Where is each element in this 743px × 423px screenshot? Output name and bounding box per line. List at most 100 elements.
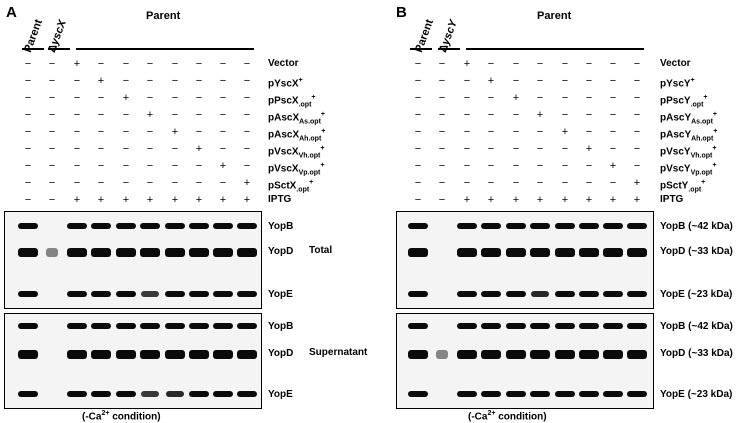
minus-symbol: − [122, 143, 130, 155]
minus-symbol: − [97, 177, 105, 189]
band-label: YopB (~42 kDa) [660, 321, 733, 332]
minus-symbol: − [512, 75, 520, 87]
minus-symbol: − [97, 58, 105, 70]
band-label: YopD [268, 246, 294, 257]
protein-band [627, 391, 647, 397]
protein-band [213, 391, 233, 397]
protein-band [579, 291, 599, 297]
minus-symbol: − [219, 92, 227, 104]
protein-band [18, 223, 38, 229]
minus-symbol: − [438, 109, 446, 121]
minus-symbol: − [48, 58, 56, 70]
minus-symbol: − [561, 143, 569, 155]
band-label: YopE (~23 kDa) [660, 389, 733, 400]
minus-symbol: − [146, 75, 154, 87]
minus-symbol: − [24, 92, 32, 104]
minus-symbol: − [243, 109, 251, 121]
protein-band [141, 291, 159, 297]
protein-band [530, 350, 550, 359]
minus-symbol: − [536, 75, 544, 87]
minus-symbol: − [463, 160, 471, 172]
protein-band [18, 291, 38, 297]
minus-symbol: − [633, 126, 641, 138]
protein-band [506, 248, 526, 257]
protein-band [408, 323, 428, 329]
treatment-label: pAscXAs.opt+ [268, 111, 325, 126]
protein-band [481, 291, 501, 297]
protein-band [408, 248, 428, 257]
minus-symbol: − [48, 109, 56, 121]
minus-symbol: − [512, 177, 520, 189]
protein-band [213, 223, 233, 229]
minus-symbol: − [609, 126, 617, 138]
protein-band [506, 391, 526, 397]
minus-symbol: − [97, 92, 105, 104]
minus-symbol: − [171, 160, 179, 172]
protein-band [165, 391, 185, 397]
minus-symbol: − [585, 92, 593, 104]
minus-symbol: − [585, 126, 593, 138]
band-label: YopE [268, 389, 293, 400]
minus-symbol: − [414, 75, 422, 87]
minus-symbol: − [243, 126, 251, 138]
protein-band [530, 391, 550, 397]
minus-symbol: − [146, 177, 154, 189]
minus-symbol: − [195, 126, 203, 138]
minus-symbol: − [219, 143, 227, 155]
minus-symbol: − [219, 58, 227, 70]
protein-band [579, 248, 599, 257]
protein-band [67, 223, 87, 229]
protein-band [555, 248, 575, 257]
protein-band [457, 223, 477, 229]
minus-symbol: − [438, 58, 446, 70]
minus-symbol: − [585, 160, 593, 172]
minus-symbol: − [24, 75, 32, 87]
minus-symbol: − [97, 143, 105, 155]
minus-symbol: − [146, 58, 154, 70]
minus-symbol: − [24, 58, 32, 70]
treatment-label: pYscY+ [660, 77, 695, 90]
minus-symbol: − [561, 109, 569, 121]
minus-symbol: − [48, 177, 56, 189]
minus-symbol: − [73, 177, 81, 189]
plus-symbol: + [536, 194, 544, 206]
minus-symbol: − [24, 194, 32, 206]
protein-band [237, 391, 257, 397]
minus-symbol: − [171, 75, 179, 87]
lane-header-parent-group: Parent [537, 10, 572, 22]
protein-band [237, 350, 257, 359]
protein-band [116, 223, 136, 229]
minus-symbol: − [195, 58, 203, 70]
minus-symbol: − [219, 177, 227, 189]
fraction-label: Total [309, 245, 333, 256]
minus-symbol: − [512, 126, 520, 138]
protein-band [116, 391, 136, 397]
minus-symbol: − [414, 194, 422, 206]
lane-header-underline [22, 48, 44, 50]
protein-band [213, 248, 233, 257]
minus-symbol: − [463, 75, 471, 87]
protein-band [189, 248, 209, 257]
minus-symbol: − [536, 126, 544, 138]
minus-symbol: − [561, 92, 569, 104]
minus-symbol: − [561, 160, 569, 172]
minus-symbol: − [512, 58, 520, 70]
minus-symbol: − [73, 126, 81, 138]
plus-symbol: + [97, 194, 105, 206]
treatment-label: Vector [660, 58, 691, 69]
minus-symbol: − [146, 92, 154, 104]
plus-symbol: + [219, 194, 227, 206]
protein-band [530, 248, 550, 257]
protein-band [18, 391, 38, 397]
protein-band [530, 323, 550, 329]
protein-band [189, 391, 209, 397]
protein-band [435, 350, 449, 359]
minus-symbol: − [463, 109, 471, 121]
protein-band [555, 391, 575, 397]
minus-symbol: − [438, 194, 446, 206]
minus-symbol: − [487, 143, 495, 155]
minus-symbol: − [414, 160, 422, 172]
protein-band [506, 223, 526, 229]
protein-band [91, 350, 111, 359]
minus-symbol: − [512, 160, 520, 172]
